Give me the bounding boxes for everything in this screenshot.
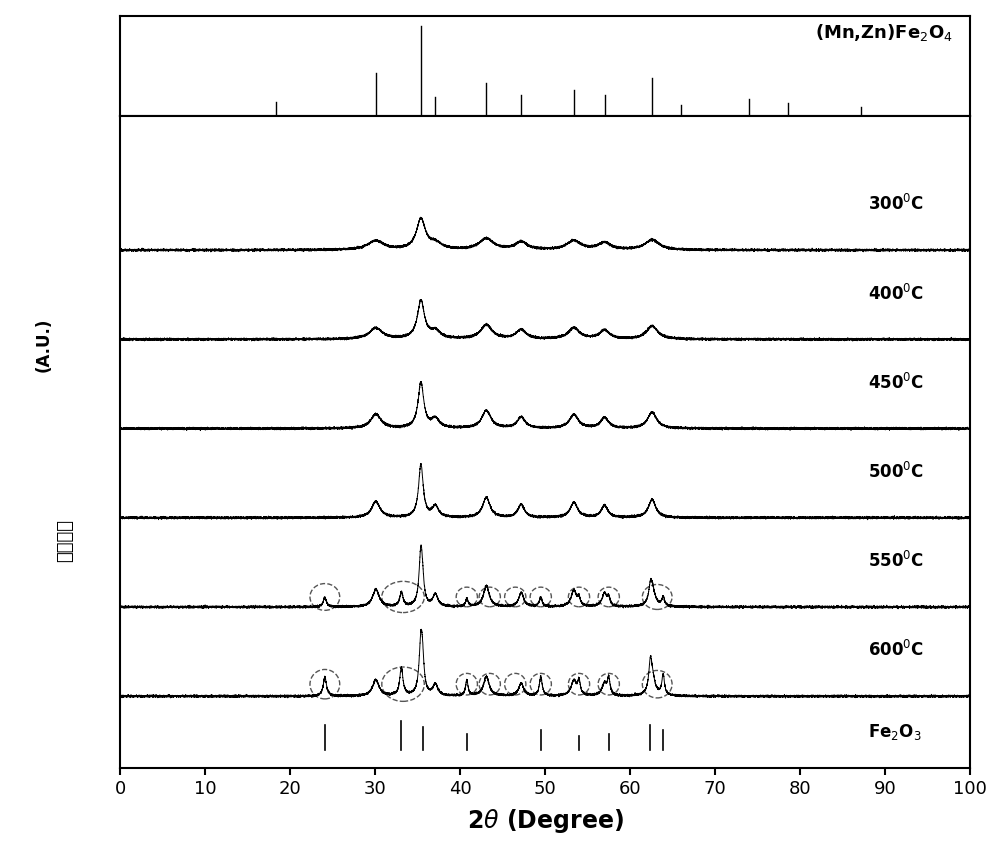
Text: (A.U.): (A.U.) [34, 317, 52, 372]
Text: 600$^0$C: 600$^0$C [868, 640, 924, 659]
Text: (Mn,Zn)Fe$_2$O$_4$: (Mn,Zn)Fe$_2$O$_4$ [815, 22, 953, 43]
Text: 衍射强度: 衍射强度 [56, 519, 74, 561]
Text: 450$^0$C: 450$^0$C [868, 372, 924, 392]
X-axis label: 2$\theta$ (Degree): 2$\theta$ (Degree) [467, 806, 623, 833]
Text: Fe$_2$O$_3$: Fe$_2$O$_3$ [868, 721, 922, 741]
Text: 550$^0$C: 550$^0$C [868, 550, 924, 571]
Text: 300$^0$C: 300$^0$C [868, 194, 924, 214]
Text: 500$^0$C: 500$^0$C [868, 461, 924, 481]
Text: 400$^0$C: 400$^0$C [868, 283, 924, 303]
